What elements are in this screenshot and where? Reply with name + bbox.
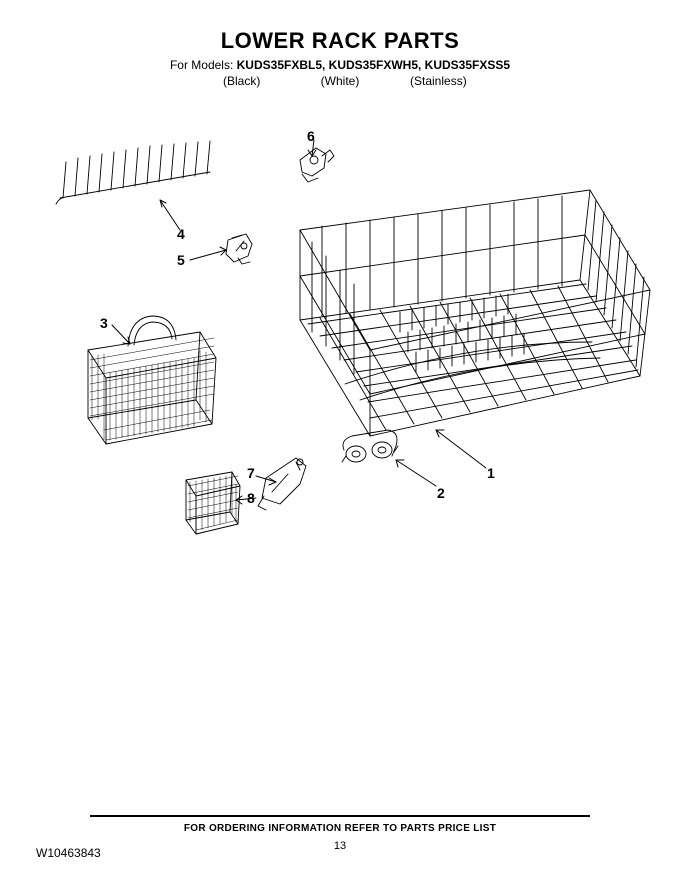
color-label-stainless: (Stainless) (391, 74, 486, 88)
callout-8: 8 (247, 490, 255, 506)
models-line: For Models: KUDS35FXBL5, KUDS35FXWH5, KU… (0, 58, 680, 72)
callout-1: 1 (487, 465, 495, 481)
callout-2: 2 (437, 485, 445, 501)
title-block: LOWER RACK PARTS For Models: KUDS35FXBL5… (0, 28, 680, 88)
part-silverware-basket (88, 316, 216, 444)
diagram-svg (0, 100, 680, 770)
callout-3: 3 (100, 315, 108, 331)
parts-diagram: 1 2 3 4 5 6 7 8 (0, 100, 680, 770)
page-footer: FOR ORDERING INFORMATION REFER TO PARTS … (0, 815, 680, 852)
part-tine-row (56, 141, 210, 204)
part-tine-clip (226, 234, 252, 264)
page-title: LOWER RACK PARTS (0, 28, 680, 54)
callout-6: 6 (307, 128, 315, 144)
callout-7: 7 (247, 465, 255, 481)
page: LOWER RACK PARTS For Models: KUDS35FXBL5… (0, 0, 680, 880)
part-rack-adjuster (300, 148, 334, 182)
colors-line: (Black) (White) (Stainless) (0, 74, 680, 88)
part-bracket (258, 458, 306, 510)
callout-5: 5 (177, 252, 185, 268)
footer-rule (90, 815, 590, 817)
models-prefix: For Models: (170, 58, 237, 72)
footer-text: FOR ORDERING INFORMATION REFER TO PARTS … (0, 823, 680, 834)
leader-lines (112, 140, 486, 504)
models-list: KUDS35FXBL5, KUDS35FXWH5, KUDS35FXSS5 (237, 58, 510, 72)
part-small-basket (186, 472, 240, 534)
part-lower-dishrack (300, 190, 650, 436)
page-number: 13 (0, 840, 680, 852)
document-id: W10463843 (36, 846, 101, 860)
callout-4: 4 (177, 226, 185, 242)
color-label-white: (White) (293, 74, 388, 88)
color-label-black: (Black) (194, 74, 289, 88)
